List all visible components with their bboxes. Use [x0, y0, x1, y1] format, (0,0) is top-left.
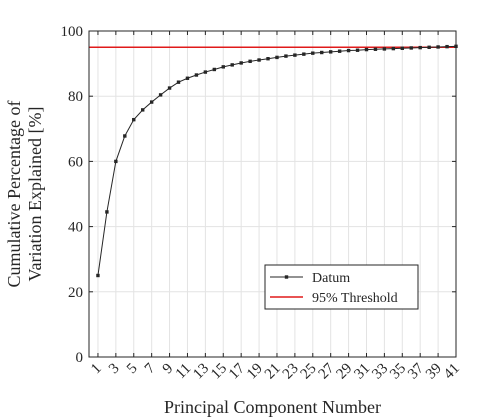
legend-box — [264, 264, 419, 310]
datum-point — [436, 45, 440, 49]
legend-threshold-label: 95% Threshold — [312, 291, 398, 306]
datum-point — [311, 51, 315, 55]
datum-point — [132, 117, 136, 122]
datum-point — [418, 45, 422, 50]
datum-point — [167, 86, 172, 90]
y-tick-label: 80 — [68, 89, 83, 105]
datum-point — [320, 50, 324, 55]
datum-point — [391, 46, 396, 51]
x-axis-label: Principal Component Number — [164, 397, 381, 417]
datum-point — [302, 52, 306, 56]
datum-point — [373, 47, 378, 51]
datum-point — [364, 47, 369, 52]
datum-point — [266, 57, 270, 61]
datum-point — [257, 58, 261, 62]
datum-point — [114, 159, 118, 164]
tick-labels: 1 3 5 7 911131517192123252729313335373941020… — [61, 24, 463, 382]
x-tick-label: 41 — [441, 361, 463, 383]
y-axis-label-line-1: Cumulative Percentage of — [4, 101, 24, 288]
datum-point — [96, 273, 100, 278]
x-tick-label: 1 — [88, 361, 105, 378]
axes-box — [88, 30, 457, 358]
datum-point — [194, 73, 199, 77]
datum-point — [230, 63, 234, 67]
datum-point — [346, 48, 351, 53]
y-tick-label: 20 — [68, 285, 83, 301]
y-tick-label: 100 — [61, 24, 84, 40]
x-tick-label: 3 — [106, 361, 123, 378]
datum-point — [293, 53, 297, 57]
datum-point — [409, 46, 413, 50]
x-tick-label: 7 — [142, 360, 159, 377]
datum-point — [275, 55, 279, 60]
datum-point — [176, 80, 181, 84]
datum-point — [105, 210, 109, 214]
axes — [88, 30, 457, 358]
datum-point — [248, 59, 252, 64]
datum-point — [185, 76, 190, 80]
legend: Datum 95% Threshold — [264, 264, 419, 310]
datum-point — [328, 50, 333, 54]
datum-point — [158, 93, 163, 97]
datum-point — [445, 44, 449, 49]
datum-point — [355, 48, 360, 52]
datum-point — [427, 45, 431, 49]
datum-point — [382, 47, 387, 51]
legend-datum-label: Datum — [312, 271, 350, 286]
y-tick-label: 0 — [76, 350, 84, 366]
datum-point — [149, 100, 154, 104]
datum-point — [141, 108, 145, 112]
series-layer — [89, 44, 458, 278]
legend-datum-marker — [284, 275, 289, 279]
y-tick-label: 40 — [68, 220, 83, 236]
y-axis-label-line-2: Variation Explained [%] — [25, 107, 45, 282]
datum-point — [203, 70, 208, 74]
datum-point — [284, 54, 288, 58]
datum-point — [239, 61, 243, 65]
y-tick-label: 60 — [68, 154, 83, 170]
datum-point — [123, 134, 127, 138]
x-tick-label: 5 — [124, 361, 141, 378]
datum-point — [212, 67, 217, 72]
datum-point — [221, 65, 225, 69]
datum-point — [400, 46, 404, 50]
datum-point — [337, 49, 342, 53]
